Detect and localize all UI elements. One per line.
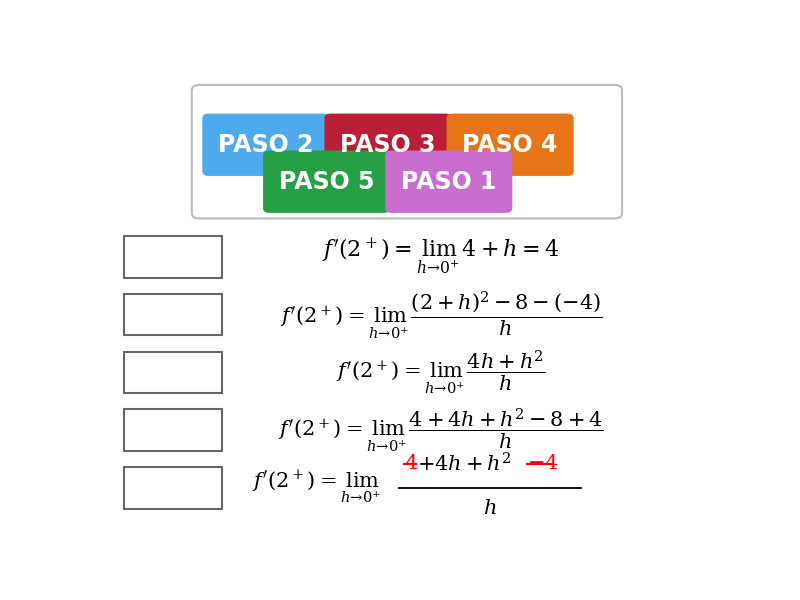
Text: $+ 4h + h^2$: $+ 4h + h^2$ (418, 452, 512, 475)
FancyBboxPatch shape (202, 113, 330, 176)
Bar (123, 294, 222, 335)
Text: $4$: $4$ (404, 454, 418, 473)
Bar (123, 352, 222, 393)
Text: PASO 3: PASO 3 (340, 133, 436, 157)
FancyBboxPatch shape (325, 113, 451, 176)
Text: PASO 1: PASO 1 (401, 170, 497, 194)
Text: PASO 4: PASO 4 (462, 133, 558, 157)
FancyBboxPatch shape (446, 113, 574, 176)
FancyBboxPatch shape (263, 151, 390, 213)
Text: PASO 5: PASO 5 (279, 170, 374, 194)
Bar (123, 236, 222, 278)
Bar (123, 409, 222, 451)
FancyBboxPatch shape (192, 85, 622, 218)
Text: PASO 2: PASO 2 (218, 133, 314, 157)
Text: $f'(2^+) = \lim_{h \to 0^+}$: $f'(2^+) = \lim_{h \to 0^+}$ (252, 469, 381, 506)
Text: $-4$: $-4$ (526, 454, 558, 473)
FancyBboxPatch shape (386, 151, 512, 213)
Text: $f'(2^+) = \lim_{h \to 0^+} \dfrac{4h + h^2}{h}$: $f'(2^+) = \lim_{h \to 0^+} \dfrac{4h + … (336, 349, 546, 396)
Text: $f'(2^+) = \lim_{h \to 0^+} \dfrac{4 + 4h + h^2 - 8 + 4}{h}$: $f'(2^+) = \lim_{h \to 0^+} \dfrac{4 + 4… (278, 406, 604, 454)
Bar (123, 467, 222, 509)
Text: $h$: $h$ (482, 499, 496, 518)
Text: $f'(2^+) = \lim_{h \to 0^+} 4 + h = 4$: $f'(2^+) = \lim_{h \to 0^+} 4 + h = 4$ (322, 236, 560, 277)
Text: $f'(2^+) = \lim_{h \to 0^+} \dfrac{(2+h)^2 - 8 - (-4)}{h}$: $f'(2^+) = \lim_{h \to 0^+} \dfrac{(2+h)… (280, 289, 602, 341)
